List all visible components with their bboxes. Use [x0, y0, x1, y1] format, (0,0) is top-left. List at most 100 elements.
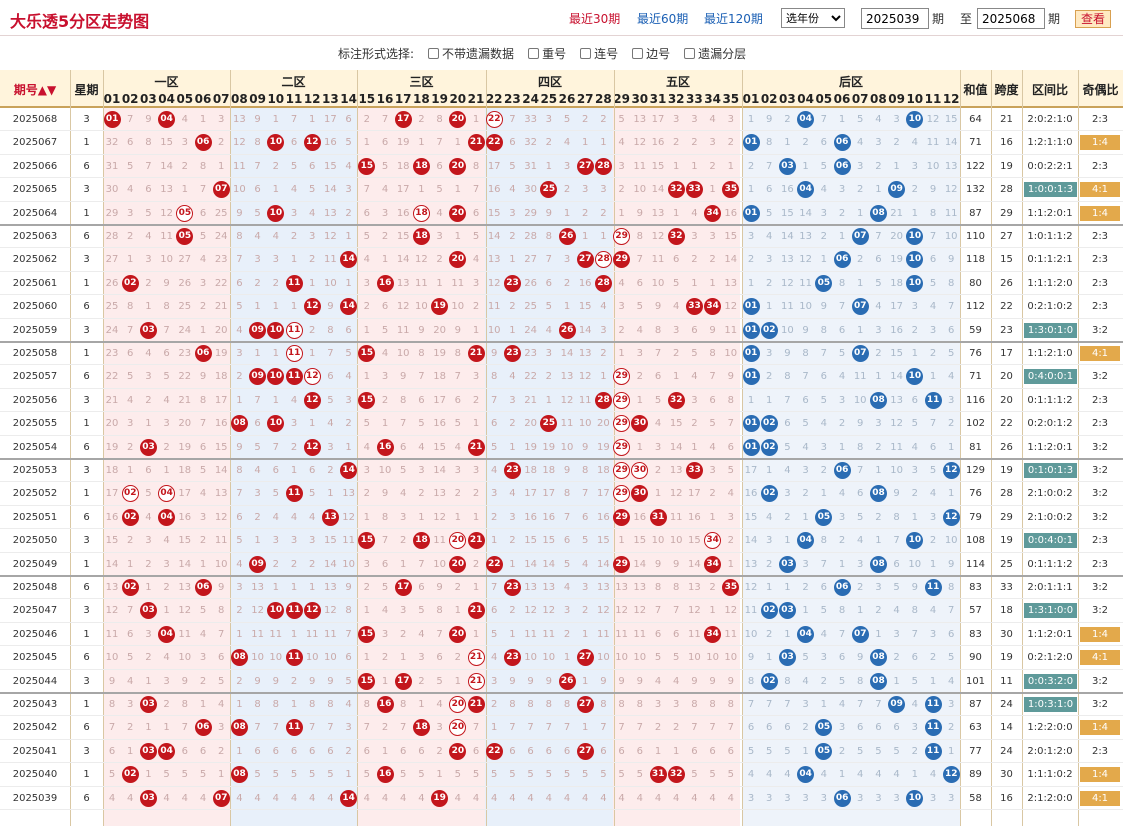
checkbox-icon[interactable] — [684, 48, 696, 59]
miss-value: 8 — [838, 605, 846, 617]
miss-value: 1 — [911, 511, 918, 523]
front-ball: 16 — [376, 274, 394, 292]
option-consecutive[interactable]: 连号 — [580, 45, 618, 62]
front-number-header: 21 — [467, 92, 485, 106]
option-edge[interactable]: 边号 — [632, 45, 670, 62]
miss-value: 13 — [342, 488, 355, 500]
miss-value: 20 — [890, 231, 903, 242]
back-ball: 10 — [906, 789, 924, 807]
checkbox-icon[interactable] — [580, 48, 592, 59]
table-row: 2025044 3 9 4 1 3 9 2 5 2 9 9 2 9 9 5 15 1 17 2 5 1 21 3 9 9 9 26 1 9… — [0, 670, 1123, 693]
miss-value: 4 — [563, 792, 571, 804]
miss-value: 3 — [747, 792, 755, 804]
miss-value: 7 — [911, 628, 918, 640]
period-60-link[interactable]: 最近60期 — [637, 12, 689, 26]
miss-value: 8 — [563, 488, 571, 500]
miss-value: 5 — [199, 465, 207, 476]
to-issue-input[interactable] — [977, 8, 1045, 29]
miss-value: 6 — [857, 488, 864, 500]
miss-value: 25 — [214, 207, 228, 219]
issue-header[interactable]: 期号▲▼ — [13, 83, 57, 97]
year-select[interactable]: 选年份 — [781, 8, 845, 28]
miss-value: 1 — [929, 558, 937, 570]
option-no-miss[interactable]: 不带遗漏数据 — [428, 45, 514, 62]
miss-value: 10 — [744, 628, 758, 640]
miss-value: 32 — [105, 137, 119, 149]
miss-value: 28 — [105, 231, 119, 242]
miss-value: 12 — [214, 511, 228, 523]
miss-value: 1 — [509, 558, 516, 570]
front-ball: 21 — [467, 696, 485, 713]
miss-value: 32 — [524, 137, 537, 149]
miss-value: 4 — [727, 792, 734, 804]
miss-value: 5 — [766, 745, 773, 757]
front-ball: 11 — [285, 274, 303, 292]
checkbox-icon[interactable] — [632, 48, 644, 59]
ratio-cell: 0:1:1:1:2 — [1027, 558, 1073, 570]
zone-3-header: 三区 — [409, 75, 434, 89]
ratio-cell: 0:0:2:2:1 — [1027, 160, 1073, 172]
front-ball: 29 — [613, 462, 631, 479]
back-ball: 04 — [797, 532, 815, 550]
period-120-link[interactable]: 最近120期 — [704, 12, 763, 26]
ratio-cell: 1:1:1:2:0 — [1027, 277, 1073, 289]
miss-value: 5 — [381, 160, 389, 172]
miss-value: 12 — [724, 301, 738, 313]
miss-value: 3 — [254, 254, 261, 266]
miss-value: 6 — [545, 745, 552, 757]
miss-value: 2 — [400, 628, 407, 640]
miss-value: 6 — [673, 254, 680, 266]
back-ball: 06 — [833, 134, 851, 152]
miss-value: 2 — [691, 137, 698, 149]
miss-value: 11 — [305, 628, 319, 640]
miss-value: 2 — [309, 558, 316, 570]
option-layer[interactable]: 遗漏分层 — [684, 45, 746, 62]
miss-value: 1 — [618, 348, 625, 359]
miss-value: 5 — [929, 465, 937, 476]
miss-value: 12 — [105, 605, 119, 617]
miss-value: 6 — [290, 137, 298, 149]
back-ball: 06 — [833, 462, 851, 479]
miss-value: 10 — [105, 652, 119, 664]
checkbox-icon[interactable] — [428, 48, 440, 59]
period-30-link[interactable]: 最近30期 — [569, 12, 621, 26]
miss-value: 16 — [744, 488, 758, 500]
front-ball: 27 — [576, 157, 594, 175]
front-ball: 25 — [540, 415, 558, 433]
table-row: 2025065 3 30 4 6 13 1 7 07 10 6 1 4 5 14 3 7 4 17 1 5 1 7 16 4 30… — [0, 178, 1123, 202]
miss-value: 1 — [509, 324, 516, 336]
column-divider — [1078, 70, 1079, 826]
miss-value: 9 — [108, 675, 116, 687]
front-ball: 13 — [322, 508, 339, 526]
miss-value: 6 — [893, 722, 900, 734]
view-button[interactable]: 查看 — [1075, 10, 1111, 28]
column-divider — [1022, 70, 1023, 826]
front-ball: 21 — [467, 438, 485, 456]
checkbox-icon[interactable] — [528, 48, 540, 59]
miss-value: 6 — [491, 418, 498, 430]
miss-value: 7 — [727, 418, 734, 430]
option-repeat[interactable]: 重号 — [528, 45, 566, 62]
miss-value: 7 — [766, 699, 773, 710]
front-number-header: 06 — [194, 92, 212, 106]
miss-value: 2 — [472, 488, 480, 500]
miss-value: 12 — [487, 277, 501, 289]
miss-value: 13 — [524, 582, 537, 593]
front-ball: 18 — [413, 532, 430, 550]
miss-value: 2 — [709, 488, 716, 500]
miss-value: 6 — [563, 535, 571, 547]
from-issue-input[interactable] — [861, 8, 929, 29]
miss-value: 3 — [948, 792, 955, 804]
miss-value: 8 — [199, 160, 207, 172]
miss-value: 16 — [396, 207, 410, 219]
miss-value: 7 — [509, 114, 516, 125]
front-ball: 10 — [267, 134, 285, 152]
miss-value: 1 — [600, 137, 607, 149]
front-ball: 20 — [449, 111, 467, 128]
miss-value: 6 — [254, 418, 261, 430]
miss-value: 9 — [254, 675, 261, 687]
back-ball: 11 — [924, 579, 942, 596]
miss-value: 3 — [381, 207, 389, 219]
miss-value: 3 — [381, 628, 389, 640]
miss-value: 9 — [236, 207, 243, 219]
